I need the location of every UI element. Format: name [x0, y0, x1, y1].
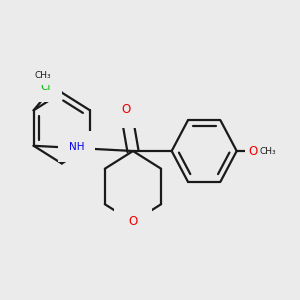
Text: CH₃: CH₃	[260, 146, 276, 155]
Text: O: O	[121, 103, 130, 116]
Text: Cl: Cl	[41, 82, 51, 92]
Text: O: O	[248, 145, 257, 158]
Text: CH₃: CH₃	[35, 71, 52, 80]
Text: O: O	[128, 215, 138, 228]
Text: NH: NH	[69, 142, 84, 152]
